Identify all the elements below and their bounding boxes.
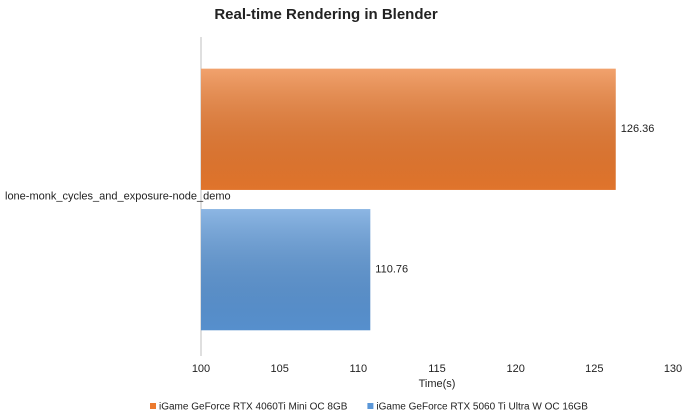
- x-tick-label: 115: [428, 363, 446, 375]
- legend-marker: [367, 403, 374, 409]
- bar-shine: [201, 209, 371, 331]
- x-tick-label: 100: [192, 363, 210, 375]
- legend-label: iGame GeForce RTX 4060Ti Mini OC 8GB: [159, 402, 348, 413]
- bar-shine: [201, 68, 616, 190]
- x-tick-label: 110: [350, 363, 368, 375]
- x-tick-label: 120: [506, 363, 524, 375]
- x-tick-label: 105: [270, 363, 288, 375]
- x-tick-label: 130: [664, 363, 682, 375]
- x-tick-label: 125: [585, 363, 603, 375]
- data-label: 126.36: [621, 123, 655, 135]
- chart-title: Real-time Rendering in Blender: [214, 6, 438, 23]
- data-label: 110.76: [375, 264, 408, 276]
- legend-marker: [150, 403, 156, 409]
- legend-label: iGame GeForce RTX 5060 Ti Ultra W OC 16G…: [376, 402, 588, 413]
- x-axis-label: Time(s): [419, 378, 456, 390]
- y-tick-label: lone-monk_cycles_and_exposure-node_demo: [5, 190, 231, 202]
